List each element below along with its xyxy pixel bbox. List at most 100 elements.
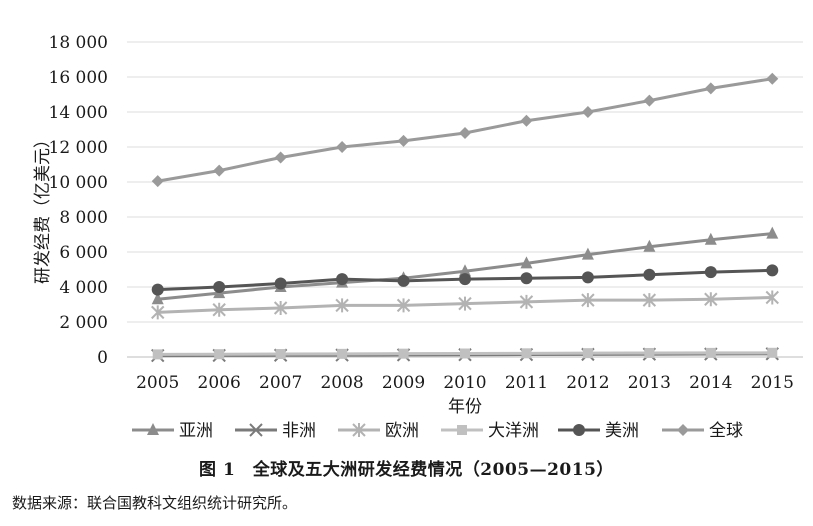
source-note: 数据来源：联合国教科文组织统计研究所。	[12, 494, 298, 512]
data-point	[521, 348, 532, 359]
y-tick-label: 4 000	[59, 278, 108, 298]
data-point	[582, 348, 593, 359]
x-tick-label: 2008	[320, 373, 363, 393]
legend-item: 亚洲	[132, 421, 213, 441]
legend-marker	[147, 423, 159, 435]
y-tick-label: 14 000	[49, 103, 108, 123]
x-tick-label: 2010	[443, 373, 486, 393]
data-point	[581, 271, 594, 284]
legend-item: 全球	[662, 421, 743, 441]
data-point	[396, 298, 411, 313]
data-point	[151, 305, 165, 320]
data-point	[643, 268, 656, 281]
data-point	[704, 266, 717, 279]
data-point	[151, 283, 164, 296]
data-point	[520, 114, 533, 127]
data-point	[336, 141, 349, 153]
y-tick-label: 18 000	[49, 33, 108, 53]
data-point	[335, 298, 349, 313]
data-point	[519, 294, 534, 309]
x-tick-label: 2009	[382, 373, 425, 393]
x-tick-labels: 2005 2006 2007 2008 2009 2010 2011 2012 2013 2014…	[136, 373, 794, 393]
legend-marker	[457, 425, 467, 435]
legend: 亚洲 非洲 欧洲 大洋洲 美洲 全球	[132, 421, 743, 441]
data-point	[581, 293, 595, 308]
legend-item: 大洋洲	[441, 421, 539, 441]
data-point	[152, 349, 163, 360]
data-point	[459, 264, 471, 277]
x-tick-label: 2015	[751, 373, 794, 393]
data-point	[704, 292, 718, 307]
data-point	[397, 134, 410, 147]
data-point	[581, 106, 594, 118]
data-point	[643, 94, 656, 107]
data-point	[520, 256, 533, 269]
data-point	[644, 347, 655, 358]
series-2	[151, 290, 779, 320]
x-tick-label: 2011	[505, 373, 548, 393]
data-point	[337, 348, 348, 359]
legend-marker	[249, 423, 263, 437]
y-tick-label: 6 000	[59, 243, 108, 263]
data-point	[460, 348, 470, 359]
data-point	[151, 175, 164, 188]
y-tick-label: 12 000	[49, 138, 108, 158]
series-3	[152, 347, 778, 360]
series-5	[151, 72, 779, 188]
legend-item: 美洲	[558, 421, 639, 441]
legend-label: 全球	[709, 421, 743, 441]
data-point	[336, 273, 349, 286]
data-point	[274, 277, 287, 290]
x-tick-label: 2013	[628, 373, 671, 393]
data-point	[151, 292, 164, 305]
data-point	[704, 232, 717, 245]
y-tick-label: 10 000	[49, 173, 108, 193]
data-point	[458, 296, 472, 311]
data-point	[459, 127, 471, 139]
data-point	[766, 72, 779, 85]
y-axis-title: 研发经费（亿美元）	[33, 131, 53, 284]
data-point	[520, 272, 533, 285]
x-tick-label: 2007	[259, 373, 302, 393]
y-tick-label: 0	[97, 348, 108, 368]
figure-caption: 图 1 全球及五大洲研发经费情况（2005—2015）	[199, 460, 614, 480]
legend-marker	[677, 424, 689, 436]
series-4	[151, 264, 779, 296]
data-point	[704, 82, 717, 95]
data-point	[212, 302, 226, 317]
legend-item: 非洲	[235, 421, 316, 441]
legend-item: 欧洲	[338, 421, 419, 441]
series-lines	[151, 72, 779, 363]
x-tick-label: 2012	[566, 373, 609, 393]
legend-label: 亚洲	[179, 421, 213, 441]
legend-label: 美洲	[605, 421, 639, 441]
legend-label: 非洲	[282, 421, 316, 441]
data-point	[766, 264, 779, 277]
data-point	[643, 239, 656, 252]
data-point	[642, 293, 657, 308]
legend-marker	[352, 423, 366, 437]
x-tick-label: 2006	[198, 373, 241, 393]
data-point	[581, 247, 594, 260]
y-tick-label: 8 000	[59, 208, 108, 228]
x-tick-label: 2014	[689, 373, 732, 393]
data-point	[397, 274, 410, 287]
legend-label: 大洋洲	[488, 421, 539, 441]
x-tick-label: 2005	[136, 373, 179, 393]
y-tick-label: 2 000	[59, 313, 108, 333]
data-point	[214, 349, 225, 360]
data-point	[275, 349, 286, 360]
data-point	[213, 281, 226, 293]
y-tick-label: 16 000	[49, 68, 108, 88]
data-point	[766, 226, 779, 239]
data-point	[273, 301, 288, 315]
data-point	[767, 347, 778, 358]
y-tick-labels: 0 2 000 4 000 6 000 8 000 10 000 12 000 14 000 1…	[49, 33, 108, 368]
data-point	[213, 164, 226, 177]
data-point	[765, 290, 779, 305]
series-0	[151, 226, 779, 305]
data-point	[459, 273, 471, 286]
legend-marker	[573, 424, 585, 436]
data-point	[274, 151, 287, 164]
